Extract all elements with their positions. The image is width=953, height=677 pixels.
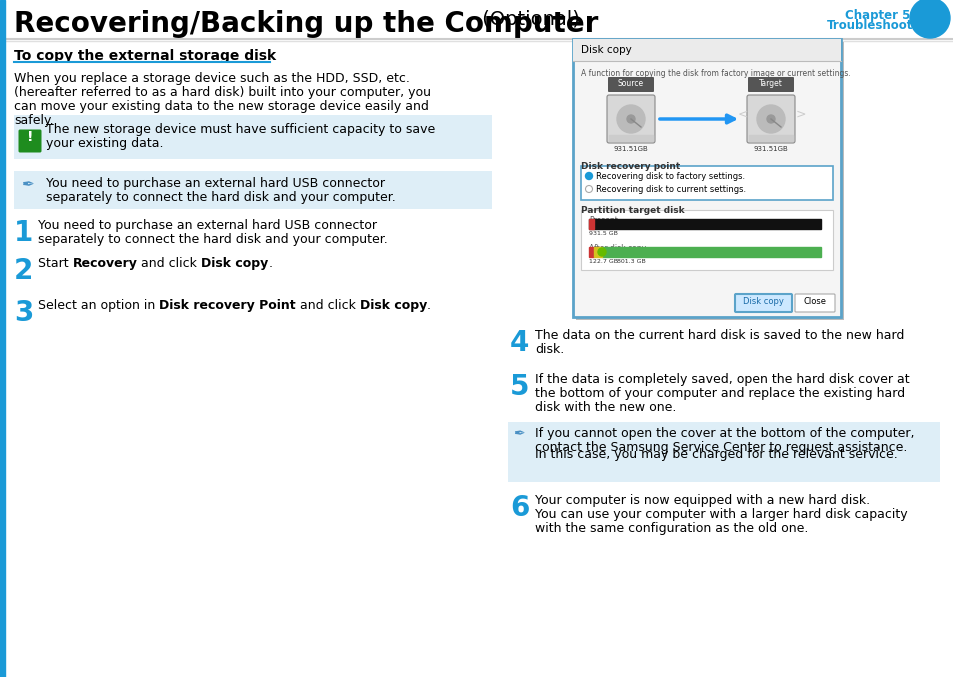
- Text: !: !: [27, 130, 33, 144]
- Text: Source: Source: [618, 79, 643, 89]
- Text: (hereafter referred to as a hard disk) built into your computer, you: (hereafter referred to as a hard disk) b…: [14, 86, 431, 99]
- Text: The data on the current hard disk is saved to the new hard: The data on the current hard disk is sav…: [535, 329, 903, 342]
- Text: disk.: disk.: [535, 343, 563, 356]
- Text: To copy the external storage disk: To copy the external storage disk: [14, 49, 275, 63]
- Text: 931.51GB: 931.51GB: [753, 146, 787, 152]
- Text: Disk copy: Disk copy: [359, 299, 427, 312]
- Text: ✒: ✒: [22, 177, 34, 192]
- Text: You need to purchase an external hard USB connector: You need to purchase an external hard US…: [46, 177, 385, 190]
- Circle shape: [909, 0, 949, 38]
- Text: Partition target disk: Partition target disk: [580, 206, 684, 215]
- Bar: [594, 247, 601, 257]
- Text: 97: 97: [917, 9, 942, 27]
- Text: the bottom of your computer and replace the existing hard: the bottom of your computer and replace …: [535, 387, 904, 400]
- Text: can move your existing data to the new storage device easily and: can move your existing data to the new s…: [14, 100, 429, 113]
- Text: In this case, you may be charged for the relevant service.: In this case, you may be charged for the…: [535, 448, 897, 461]
- Text: (Optional): (Optional): [476, 10, 579, 29]
- Bar: [507, 422, 939, 482]
- Text: You can use your computer with a larger hard disk capacity: You can use your computer with a larger …: [535, 508, 906, 521]
- Circle shape: [766, 115, 774, 123]
- Bar: [573, 39, 841, 61]
- Text: disk with the new one.: disk with the new one.: [535, 401, 676, 414]
- Text: 6: 6: [510, 494, 529, 522]
- Text: .: .: [269, 257, 273, 270]
- Bar: [608, 135, 652, 141]
- Text: 801.3 GB: 801.3 GB: [617, 259, 645, 264]
- Text: <: <: [737, 108, 747, 121]
- Text: Recovery: Recovery: [72, 257, 137, 270]
- Bar: [576, 42, 843, 320]
- FancyBboxPatch shape: [794, 294, 834, 312]
- Text: safely.: safely.: [14, 114, 53, 127]
- Text: Disk recovery Point: Disk recovery Point: [159, 299, 295, 312]
- Circle shape: [585, 173, 592, 179]
- Text: your existing data.: your existing data.: [46, 137, 163, 150]
- FancyBboxPatch shape: [607, 77, 654, 92]
- Bar: [580, 210, 832, 270]
- Text: A function for copying the disk from factory image or current settings.: A function for copying the disk from fac…: [580, 69, 850, 78]
- Text: and click: and click: [137, 257, 201, 270]
- Text: Disk copy: Disk copy: [580, 45, 631, 55]
- Text: with the same configuration as the old one.: with the same configuration as the old o…: [535, 522, 807, 535]
- Bar: [588, 219, 821, 229]
- Text: The new storage device must have sufficient capacity to save: The new storage device must have suffici…: [46, 123, 435, 136]
- FancyBboxPatch shape: [734, 294, 791, 312]
- Text: Present: Present: [588, 216, 618, 225]
- Bar: [588, 247, 594, 257]
- Circle shape: [757, 105, 784, 133]
- Text: 931.5 GB: 931.5 GB: [588, 231, 618, 236]
- Text: Your computer is now equipped with a new hard disk.: Your computer is now equipped with a new…: [535, 494, 869, 507]
- Text: >: >: [795, 108, 805, 121]
- Text: If the data is completely saved, open the hard disk cover at: If the data is completely saved, open th…: [535, 373, 908, 386]
- Text: When you replace a storage device such as the HDD, SSD, etc.: When you replace a storage device such a…: [14, 72, 410, 85]
- Bar: [14, 171, 492, 209]
- Text: 122.7 GB: 122.7 GB: [588, 259, 618, 264]
- Text: 931.51GB: 931.51GB: [613, 146, 648, 152]
- Text: Select an option in: Select an option in: [38, 299, 159, 312]
- Text: If you cannot open the cover at the bottom of the computer,: If you cannot open the cover at the bott…: [535, 427, 914, 440]
- Bar: [580, 166, 832, 200]
- Text: ✒: ✒: [513, 427, 524, 441]
- Text: 1: 1: [14, 219, 33, 247]
- Text: You need to purchase an external hard USB connector: You need to purchase an external hard US…: [38, 219, 376, 232]
- Text: separately to connect the hard disk and your computer.: separately to connect the hard disk and …: [46, 191, 395, 204]
- Text: Disk copy: Disk copy: [742, 297, 783, 307]
- Text: Recovering disk to factory settings.: Recovering disk to factory settings.: [596, 172, 744, 181]
- Circle shape: [617, 105, 644, 133]
- Text: 4: 4: [510, 329, 529, 357]
- Circle shape: [598, 248, 605, 256]
- Text: Recovering/Backing up the Computer: Recovering/Backing up the Computer: [14, 10, 598, 38]
- Bar: [601, 247, 821, 257]
- Circle shape: [585, 185, 592, 192]
- Circle shape: [626, 115, 635, 123]
- Text: Troubleshooting: Troubleshooting: [825, 19, 933, 32]
- FancyBboxPatch shape: [18, 129, 42, 152]
- Text: Close: Close: [802, 297, 825, 307]
- Bar: [588, 219, 594, 229]
- Text: Disk recovery point: Disk recovery point: [580, 162, 679, 171]
- Text: 5: 5: [510, 373, 529, 401]
- Text: 3: 3: [14, 299, 33, 327]
- FancyBboxPatch shape: [606, 95, 655, 143]
- Text: After disk copy: After disk copy: [588, 244, 645, 253]
- Text: separately to connect the hard disk and your computer.: separately to connect the hard disk and …: [38, 233, 387, 246]
- Text: Target: Target: [759, 79, 782, 89]
- FancyBboxPatch shape: [746, 95, 794, 143]
- FancyBboxPatch shape: [747, 77, 793, 92]
- Text: Recovering disk to current settings.: Recovering disk to current settings.: [596, 185, 745, 194]
- Text: and click: and click: [295, 299, 359, 312]
- Text: .: .: [427, 299, 431, 312]
- Bar: [14, 115, 492, 159]
- Text: Disk copy: Disk copy: [201, 257, 269, 270]
- Text: contact the Samsung Service Center to request assistance.: contact the Samsung Service Center to re…: [535, 441, 906, 454]
- Text: 2: 2: [14, 257, 33, 285]
- Bar: [573, 39, 841, 317]
- Text: Chapter 5.: Chapter 5.: [844, 9, 914, 22]
- Bar: [748, 135, 792, 141]
- Text: Start: Start: [38, 257, 72, 270]
- Bar: [0, 0, 5, 677]
